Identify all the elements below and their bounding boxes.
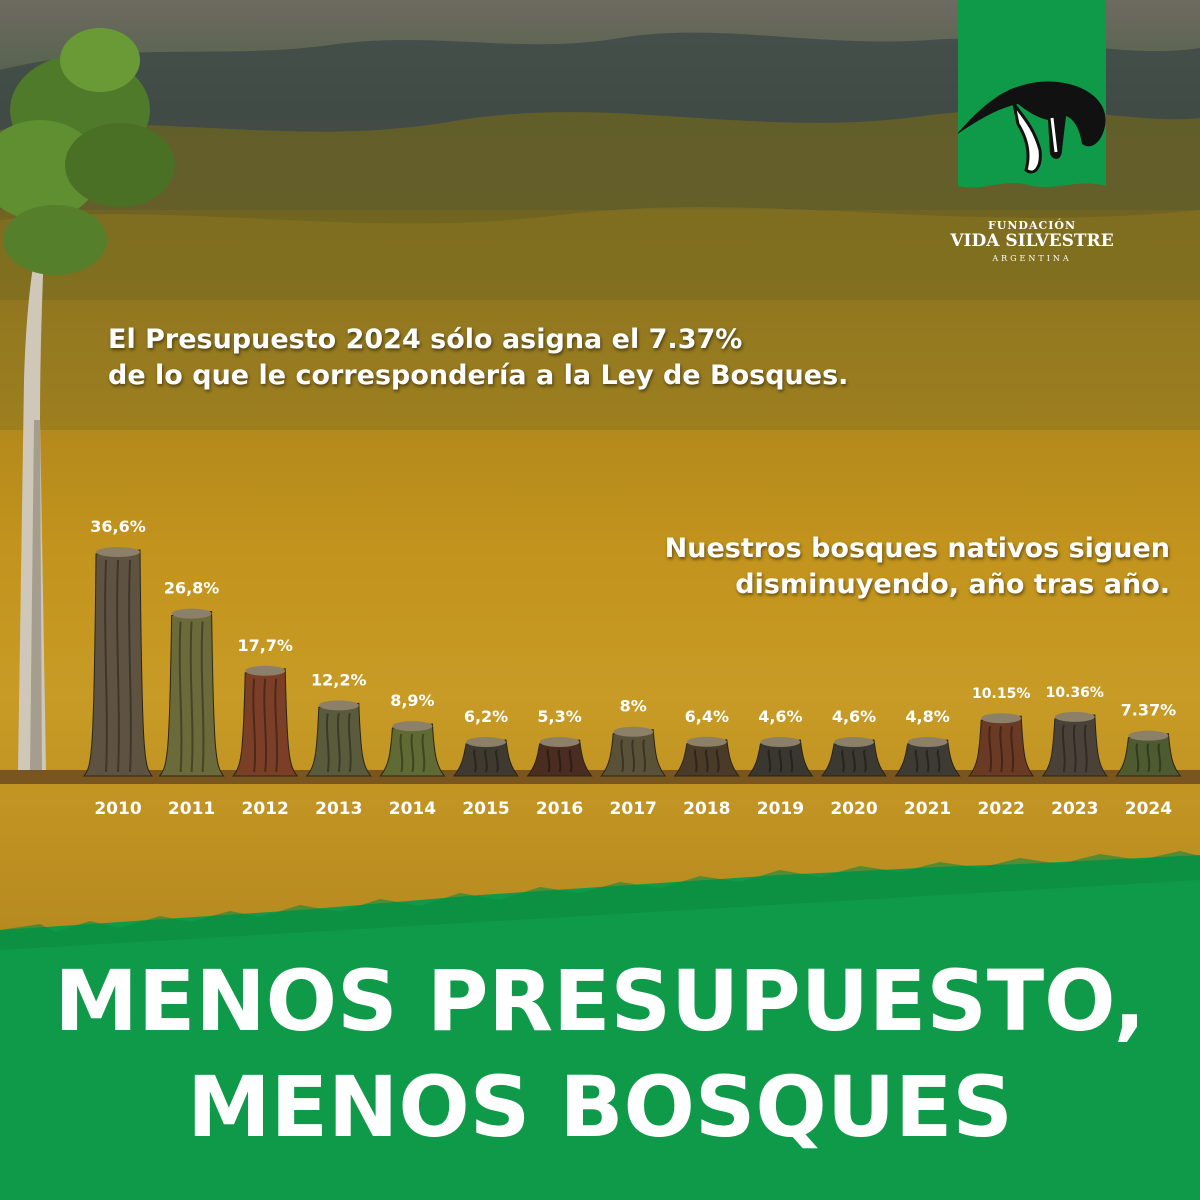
year-label: 2014 [389,799,436,819]
stump-bar [673,736,740,777]
stump-bar [600,726,667,777]
stump-bar [232,665,299,777]
value-label: 8,9% [390,691,434,710]
stump-bar [158,608,225,777]
stump-bar [820,737,888,777]
value-label: 6,4% [685,707,729,726]
stump-bar [1041,711,1108,777]
value-label: 7.37% [1121,701,1177,720]
year-label: 2010 [94,799,141,819]
value-label: 4,6% [832,707,876,726]
stump-bar [452,737,520,777]
stump-bar [968,713,1035,777]
year-label: 2019 [757,799,804,819]
banner-line-2: MENOS BOSQUES [187,1058,1013,1156]
year-label: 2023 [1051,799,1098,819]
value-label: 4,6% [758,707,802,726]
stump-bar [379,721,446,777]
value-label: 10.36% [1046,685,1104,701]
value-label: 5,3% [537,707,581,726]
year-label: 2015 [462,799,509,819]
logo-text-argentina: ARGENTINA [992,254,1072,263]
value-label: 26,8% [164,579,220,598]
year-label: 2011 [168,799,215,819]
stump-bar [526,737,593,777]
stump-bar [82,547,154,777]
anteater-icon [958,81,1106,174]
headline-line-1: El Presupuesto 2024 sólo asigna el 7.37% [108,324,743,355]
vida-silvestre-logo [958,0,1106,188]
value-label: 17,7% [237,636,293,655]
stump-bar [747,737,814,777]
value-label: 12,2% [311,670,367,689]
standing-tree [0,28,175,770]
year-label: 2012 [242,799,289,819]
banner-line-1: MENOS PRESUPUESTO, [54,952,1146,1050]
year-label: 2016 [536,799,583,819]
subtitle: Nuestros bosques nativos siguen disminuy… [665,531,1170,603]
stump-bar [1115,730,1182,777]
subtitle-line-2: disminuyendo, año tras año. [735,569,1170,600]
stump-bar [894,737,961,777]
logo-text-fundacion: FUNDACIÓN [987,219,1077,232]
value-label: 4,8% [905,707,949,726]
year-label: 2018 [683,799,730,819]
value-label: 6,2% [464,707,508,726]
value-label: 10.15% [972,686,1030,702]
year-label: 2013 [315,799,362,819]
headline-line-2: de lo que le correspondería a la Ley de … [108,360,849,391]
year-label: 2024 [1125,799,1172,819]
subtitle-line-1: Nuestros bosques nativos siguen [664,533,1170,564]
year-label: 2017 [610,799,657,819]
year-label: 2022 [978,799,1025,819]
value-label: 36,6% [90,517,146,536]
year-label: 2021 [904,799,951,819]
year-label: 2020 [830,799,877,819]
value-label: 8% [620,697,647,716]
stump-bar [305,700,372,777]
logo-text-vida-silvestre: VIDA SILVESTRE [950,231,1114,251]
headline: El Presupuesto 2024 sólo asigna el 7.37%… [108,322,848,394]
